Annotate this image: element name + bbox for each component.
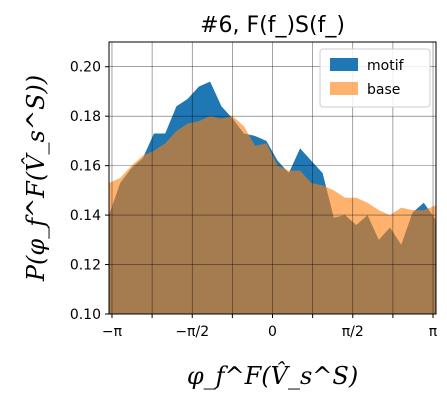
y-tick-label: 0.12	[70, 258, 101, 274]
chart-title: #6, F(f_)S(f_)	[200, 13, 345, 38]
y-tick-label: 0.10	[70, 307, 101, 323]
x-tick-label: −π	[102, 324, 123, 340]
x-tick-label: −π/2	[175, 324, 209, 340]
y-tick-label: 0.16	[70, 159, 101, 175]
y-tick-label: 0.18	[70, 109, 101, 125]
y-axis-label: P(φ_f^F(V̂_s^S))	[22, 75, 50, 282]
legend-swatch-base	[330, 82, 358, 95]
legend-label-motif: motif	[367, 58, 405, 74]
y-tick-label: 0.14	[70, 208, 101, 224]
y-axis-ticks: 0.10 0.12 0.14 0.16 0.18 0.20	[70, 60, 109, 323]
y-tick-label: 0.20	[70, 60, 101, 76]
x-axis-ticks: −π −π/2 0 π/2 π	[102, 314, 438, 340]
plot-frame	[108, 41, 437, 315]
legend-label-base: base	[367, 82, 400, 98]
x-axis-label: φ_f^F(V̂_s^S)	[187, 362, 358, 390]
x-tick-label: π	[429, 324, 438, 340]
x-tick-label: π/2	[342, 324, 364, 340]
legend: motif base	[319, 48, 431, 108]
x-tick-label: 0	[268, 324, 277, 340]
legend-swatch-motif	[330, 58, 358, 71]
